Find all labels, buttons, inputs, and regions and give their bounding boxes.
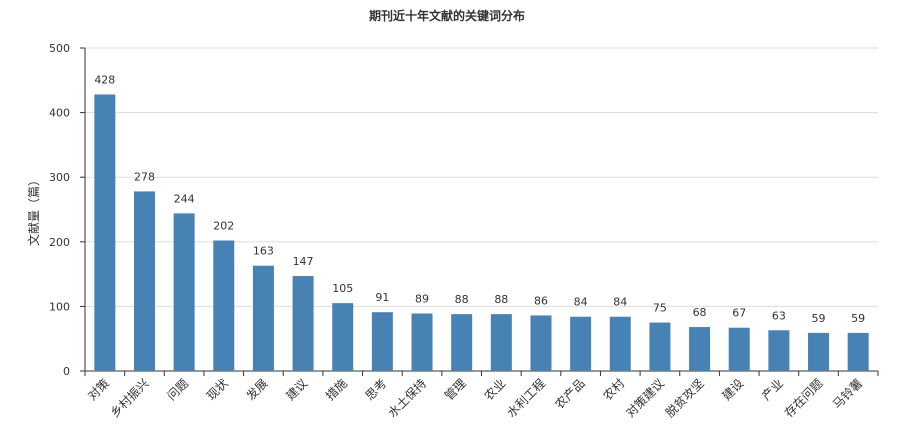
y-tick-label: 0 bbox=[63, 365, 70, 378]
bar bbox=[252, 265, 274, 371]
x-tick-label: 问题 bbox=[164, 376, 191, 403]
data-label: 202 bbox=[213, 220, 234, 233]
bar bbox=[847, 332, 869, 371]
data-label: 163 bbox=[253, 245, 274, 258]
data-label: 105 bbox=[332, 282, 353, 295]
x-tick-label: 存在问题 bbox=[782, 376, 826, 420]
bar bbox=[94, 94, 116, 372]
grid-lines bbox=[85, 47, 878, 307]
y-tick-label: 500 bbox=[49, 42, 70, 55]
bars bbox=[94, 94, 869, 372]
data-label: 84 bbox=[613, 296, 627, 309]
bar bbox=[213, 240, 235, 371]
x-tick-label: 现状 bbox=[204, 376, 231, 403]
data-label: 67 bbox=[732, 307, 746, 320]
data-label: 91 bbox=[375, 291, 389, 304]
axes bbox=[80, 47, 879, 376]
bar bbox=[649, 322, 671, 371]
data-label: 68 bbox=[693, 306, 707, 319]
x-tick-label: 乡村振兴 bbox=[108, 376, 152, 420]
chart-title: 期刊近十年文献的关键词分布 bbox=[369, 8, 525, 23]
y-tick-label: 400 bbox=[49, 107, 70, 120]
x-tick-label: 建议 bbox=[283, 376, 310, 403]
bar bbox=[173, 213, 195, 371]
bar bbox=[451, 314, 473, 371]
bar bbox=[728, 327, 750, 371]
x-tick-label: 建设 bbox=[719, 376, 746, 403]
x-tick-label: 产业 bbox=[759, 376, 786, 403]
x-tick-label: 措施 bbox=[323, 376, 350, 403]
y-tick-label: 100 bbox=[49, 300, 70, 313]
data-label: 147 bbox=[293, 255, 314, 268]
x-tick-label: 思考 bbox=[363, 376, 390, 403]
data-label: 428 bbox=[94, 74, 115, 87]
y-axis-title: 文献量（篇） bbox=[26, 174, 41, 246]
data-label: 278 bbox=[134, 170, 155, 183]
data-label: 84 bbox=[574, 296, 588, 309]
data-label: 88 bbox=[494, 293, 508, 306]
bar bbox=[689, 327, 711, 371]
bar bbox=[411, 313, 433, 371]
y-tick-label: 300 bbox=[49, 171, 70, 184]
bar bbox=[609, 316, 631, 371]
x-tick-label: 管理 bbox=[441, 376, 469, 404]
bar bbox=[133, 191, 155, 371]
x-tick-label: 对策建议 bbox=[623, 376, 667, 420]
bar bbox=[768, 330, 790, 371]
data-label: 59 bbox=[851, 312, 865, 325]
bar bbox=[808, 332, 830, 371]
data-label: 63 bbox=[772, 309, 786, 322]
bar bbox=[332, 303, 354, 371]
bar bbox=[570, 316, 592, 371]
x-tick-label: 水利工程 bbox=[504, 376, 549, 421]
x-tick-label: 对策 bbox=[85, 376, 112, 403]
x-tick-label: 水土保持 bbox=[385, 376, 430, 421]
x-tick-label: 发展 bbox=[243, 376, 271, 404]
bar bbox=[490, 314, 512, 371]
data-labels: 428 278 244 202 163 147 105 91 89 88 88 86 84 84 75 68 6… bbox=[94, 74, 865, 325]
data-label: 89 bbox=[415, 293, 429, 306]
bar bbox=[530, 315, 552, 371]
x-tick-label: 脱贫攻坚 bbox=[662, 376, 707, 421]
y-tick-label: 200 bbox=[49, 236, 70, 249]
x-tick-label: 马铃薯 bbox=[829, 376, 865, 412]
x-tick-label: 农业 bbox=[482, 376, 509, 403]
data-label: 244 bbox=[174, 192, 195, 205]
x-tick-label: 农产品 bbox=[552, 376, 587, 411]
bar bbox=[371, 312, 393, 371]
bar bbox=[292, 276, 314, 371]
data-label: 59 bbox=[812, 312, 826, 325]
data-label: 75 bbox=[653, 302, 667, 315]
data-label: 88 bbox=[455, 293, 469, 306]
data-label: 86 bbox=[534, 294, 548, 307]
y-tick-labels: 0 100 200 300 400 500 bbox=[49, 42, 70, 378]
x-tick-label: 农村 bbox=[601, 376, 628, 403]
